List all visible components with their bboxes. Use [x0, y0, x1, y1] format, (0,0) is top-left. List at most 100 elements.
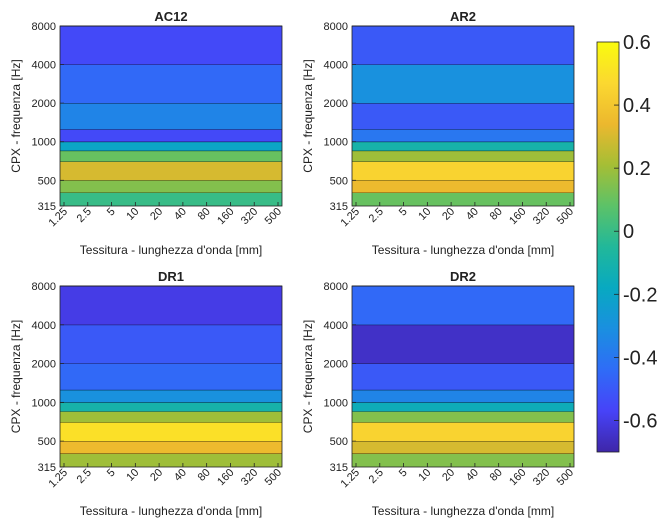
y-tick-label: 8000: [324, 281, 348, 293]
y-tick-label: 315: [330, 462, 348, 474]
x-axis-label: Tessitura - lunghezza d'onda [mm]: [80, 504, 262, 518]
x-tick-label: 500: [555, 467, 576, 488]
heatmap-band: [60, 26, 282, 65]
heatmap-band: [60, 286, 282, 325]
x-tick-label: 2.5: [367, 467, 386, 486]
x-tick-label: 40: [464, 206, 481, 223]
y-tick-label: 315: [38, 462, 56, 474]
y-tick-label: 500: [38, 175, 56, 187]
colorbar-tick-label: 0.6: [623, 32, 651, 54]
y-tick-label: 2000: [324, 359, 348, 371]
heatmap-band: [60, 103, 282, 130]
heatmap-band: [352, 286, 574, 325]
heatmap-band: [60, 363, 282, 390]
heatmap-band: [60, 411, 282, 423]
heatmap-band: [60, 161, 282, 181]
heatmap-band: [60, 64, 282, 104]
x-tick-label: 160: [215, 206, 236, 227]
panel-frame: [59, 25, 283, 207]
panel-frame: [351, 25, 575, 207]
x-tick-label: 500: [555, 206, 576, 227]
y-tick-label: 4000: [324, 320, 348, 332]
y-tick-label: 2000: [32, 359, 56, 371]
x-tick-label: 10: [416, 467, 433, 484]
y-tick-label: 4000: [32, 320, 56, 332]
y-tick-label: 2000: [32, 98, 56, 110]
y-tick-label: 4000: [324, 60, 348, 72]
x-tick-label: 160: [507, 206, 528, 227]
y-tick-label: 1000: [324, 137, 348, 149]
x-tick-label: 40: [172, 467, 189, 484]
colorbar: [596, 41, 620, 453]
x-tick-label: 40: [172, 206, 189, 223]
y-tick-label: 8000: [32, 281, 56, 293]
heatmap-band: [60, 453, 282, 467]
x-tick-label: 320: [531, 206, 552, 227]
y-axis-label: CPX - frequenza [Hz]: [301, 59, 315, 172]
x-tick-label: 20: [440, 206, 457, 223]
heatmap-band: [352, 192, 574, 206]
x-tick-label: 5: [397, 467, 410, 480]
panel-frame: [351, 285, 575, 468]
heatmap-band: [352, 402, 574, 412]
panel-title: AC12: [154, 9, 187, 24]
heatmap-band: [60, 180, 282, 193]
heatmap-band: [352, 64, 574, 104]
x-tick-label: 160: [215, 467, 236, 488]
heatmap-band: [60, 141, 282, 151]
colorbar-tick-label: -0.4: [623, 347, 657, 369]
y-tick-label: 8000: [32, 21, 56, 33]
heatmap-band: [352, 161, 574, 181]
x-tick-label: 10: [416, 206, 433, 223]
heatmap-band: [352, 453, 574, 467]
x-tick-label: 2.5: [75, 206, 94, 225]
y-axis-label: CPX - frequenza [Hz]: [301, 320, 315, 433]
heatmap-band: [60, 150, 282, 162]
x-tick-label: 20: [148, 206, 165, 223]
panel-title: DR1: [158, 269, 184, 284]
x-tick-label: 20: [148, 467, 165, 484]
x-tick-label: 5: [397, 206, 410, 219]
heatmap-band: [60, 192, 282, 206]
panel-title: AR2: [450, 9, 476, 24]
x-axis-label: Tessitura - lunghezza d'onda [mm]: [372, 504, 554, 518]
y-tick-label: 315: [38, 201, 56, 213]
heatmap-band: [352, 129, 574, 142]
heatmap-band: [352, 389, 574, 403]
colorbar-tick-label: 0: [623, 221, 634, 243]
x-tick-label: 320: [239, 467, 260, 488]
heatmap-band: [352, 103, 574, 130]
heatmap-band: [352, 141, 574, 151]
x-tick-label: 500: [263, 467, 284, 488]
heatmap-band: [352, 150, 574, 162]
x-tick-label: 40: [464, 467, 481, 484]
panel-title: DR2: [450, 269, 476, 284]
x-tick-label: 80: [196, 206, 213, 223]
y-tick-label: 2000: [324, 98, 348, 110]
x-tick-label: 80: [488, 467, 505, 484]
y-tick-label: 1000: [32, 137, 56, 149]
heatmap-band: [60, 129, 282, 142]
y-tick-label: 8000: [324, 21, 348, 33]
heatmap-band: [60, 422, 282, 442]
heatmap-band: [352, 180, 574, 193]
heatmap-band: [352, 324, 574, 364]
y-tick-label: 500: [330, 436, 348, 448]
colorbar-tick-label: 0.4: [623, 95, 651, 117]
x-tick-label: 20: [440, 467, 457, 484]
colorbar-tick-label: 0.2: [623, 158, 651, 180]
y-tick-label: 500: [38, 436, 56, 448]
panel-frame: [59, 285, 283, 468]
heatmap-band: [352, 441, 574, 454]
heatmap-band: [352, 422, 574, 442]
y-tick-label: 315: [330, 201, 348, 213]
x-tick-label: 500: [263, 206, 284, 227]
y-tick-label: 4000: [32, 60, 56, 72]
x-tick-label: 2.5: [75, 467, 94, 486]
y-tick-label: 500: [330, 175, 348, 187]
heatmap-band: [60, 402, 282, 412]
y-tick-label: 1000: [32, 397, 56, 409]
y-tick-label: 1000: [324, 397, 348, 409]
